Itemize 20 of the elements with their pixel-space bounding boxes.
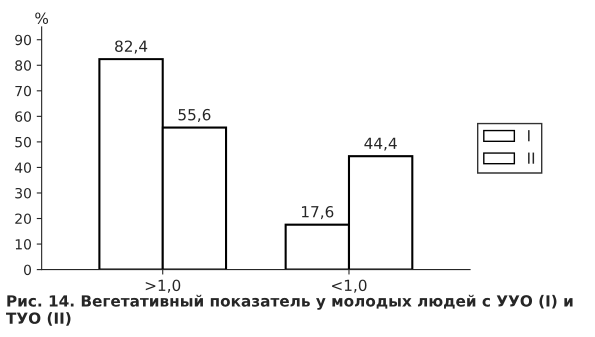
x-tick-label: >1,0 [146,280,180,293]
y-tick-label: 10 [16,239,32,250]
text: Рис. 14. Вегетативный показатель у молодых людей с УУО (I) и ТУО (II) [6,294,573,326]
y-tick-label: 0 [24,264,32,276]
legend-label: II [528,152,534,164]
y-tick-label: 60 [15,111,32,122]
y-axis-title: % [35,12,48,24]
y-tick-label: 80 [15,60,32,71]
y-tick-label: 20 [15,213,32,224]
y-tick-label: 50 [15,136,32,148]
y-tick-label: 90 [15,34,32,46]
data-label: 17,6 [302,206,334,220]
y-tick-label: 30 [15,188,32,198]
y-tick-label: 70 [15,86,32,96]
data-label: 44,4 [364,138,397,151]
x-tick-label: <1,0 [332,280,367,293]
legend-label: I [528,130,530,142]
data-label: 82,4 [115,40,148,54]
y-tick-label: 40 [14,162,32,173]
data-label: 55,6 [178,108,210,122]
